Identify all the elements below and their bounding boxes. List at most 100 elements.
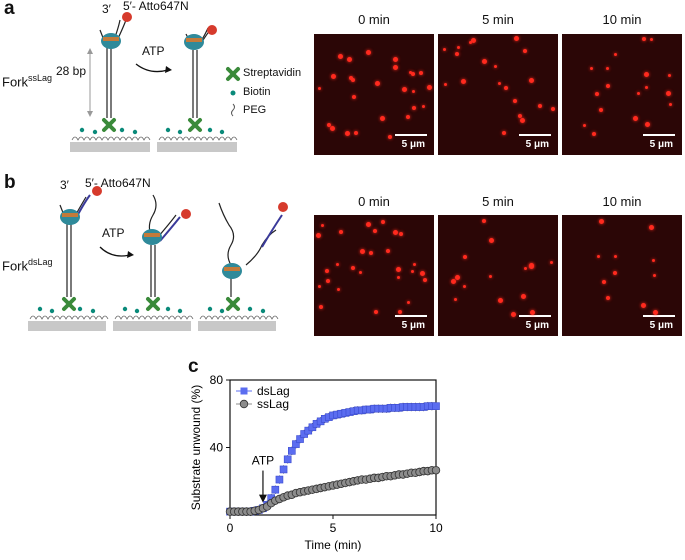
legend-streptavidin: Streptavidin <box>243 67 302 79</box>
fluorescent-spot <box>498 298 503 303</box>
fluorescent-spot <box>409 71 412 74</box>
scale-label: 5 μm <box>401 139 425 150</box>
fluorescent-spot <box>606 84 610 88</box>
fluorescent-spot <box>454 298 457 301</box>
microscopy-image-b-0min: 5 μm <box>314 215 434 336</box>
fluorescent-spot <box>650 38 653 41</box>
legend-biotin: Biotin <box>243 86 271 98</box>
dna-fork-2-b <box>148 194 177 297</box>
fluorescent-spot <box>666 91 671 96</box>
data-point-dsLag <box>288 447 296 455</box>
fluorescent-spot <box>637 92 640 95</box>
fluorescent-spot <box>338 54 343 59</box>
fluorescent-spot <box>319 305 323 309</box>
fluorescent-spot <box>595 92 599 96</box>
fluorescent-spot <box>347 57 352 62</box>
fluorescent-spot <box>402 87 407 92</box>
fluorescent-spot <box>451 279 456 284</box>
fluorescent-spot <box>337 288 340 291</box>
primer-end-label-a: 3′ <box>102 2 111 16</box>
fluorescent-spot <box>366 222 371 227</box>
fluorescent-spot <box>351 266 355 270</box>
fluorescent-spot <box>339 230 343 234</box>
fluorescent-spot <box>642 37 646 41</box>
fluorescent-spot <box>381 220 385 224</box>
fluorescent-spot <box>482 59 487 64</box>
fluorescent-spot <box>397 276 400 279</box>
scale-bar <box>643 315 675 317</box>
fluorescent-spot <box>399 232 403 236</box>
fluorescent-spot <box>419 71 423 75</box>
fluorescent-spot <box>633 116 638 121</box>
fluorescent-spot <box>455 275 460 280</box>
fluorescent-spot <box>489 275 492 278</box>
y-tick-label: 40 <box>210 441 224 455</box>
fluorescent-spot <box>422 105 425 108</box>
y-axis-label: Substrate unwound (%) <box>189 385 203 510</box>
data-point-dsLag <box>271 485 280 494</box>
fluorescent-spot <box>668 74 671 77</box>
legend-marker-dsLag <box>240 387 248 395</box>
fluorescent-spot <box>386 249 390 253</box>
biotin-dots-a <box>79 127 225 135</box>
x-axis-label: Time (min) <box>305 538 362 552</box>
fluorescent-spot <box>518 114 522 118</box>
fork-label-a: ForkssLag <box>2 73 52 89</box>
microscopy-image-a-5min: 5 μm <box>438 34 558 155</box>
fluorescent-spot <box>529 78 534 83</box>
fluorescent-spot <box>613 271 617 275</box>
fluorescent-spot <box>406 115 410 119</box>
chart-series <box>225 401 441 516</box>
streptavidin-right-a <box>188 118 202 132</box>
dye-left-a <box>122 12 132 22</box>
fluorescent-spot <box>602 280 606 284</box>
panel-a-schematic <box>70 12 240 152</box>
scale-bar <box>395 134 427 136</box>
fluorescent-spot <box>336 263 339 266</box>
fluorescent-spot <box>523 49 527 53</box>
green-cross-icon <box>226 67 240 81</box>
fluorescent-spot <box>641 303 646 308</box>
fluorescent-spot <box>388 135 392 139</box>
fluorescent-spot <box>411 270 414 273</box>
dye-label-b: 5′- Atto647N <box>85 176 151 190</box>
teal-dot-icon <box>230 90 236 96</box>
scale-bar <box>643 134 675 136</box>
chart-axes: 0 5 10 40 80 Time (min) Substrate unwound (%) A… <box>189 373 443 552</box>
x-tick-label: 5 <box>330 521 337 535</box>
fluorescent-spot <box>393 57 398 62</box>
protein-band-left-a <box>103 37 119 41</box>
fluorescent-spot <box>331 74 336 79</box>
fluorescent-spot <box>352 95 356 99</box>
fluorescent-spot <box>614 255 617 258</box>
atp-arrow-b <box>99 246 131 257</box>
fluorescent-spot <box>649 225 654 230</box>
fluorescent-spot <box>369 251 373 255</box>
surface-left-a <box>70 136 151 152</box>
scale-label: 5 μm <box>649 139 673 150</box>
fluorescent-spot <box>606 67 609 70</box>
fork-sup-b: dsLag <box>28 257 53 267</box>
x-tick-label: 0 <box>227 521 234 535</box>
panel-a-letter: a <box>4 0 15 19</box>
legend-marker-ssLag <box>239 399 249 409</box>
fluorescent-spot <box>427 85 432 90</box>
scale-bar <box>519 315 551 317</box>
scale-label: 5 μm <box>401 320 425 331</box>
time-label-b-2: 10 min <box>602 194 642 209</box>
fluorescent-spot <box>412 90 415 93</box>
fluorescent-spot <box>530 310 535 315</box>
legend-label-dsLag: dsLag <box>257 384 290 398</box>
primer-end-label-b: 3′ <box>60 178 69 192</box>
fluorescent-spot <box>538 104 542 108</box>
fluorescent-spot <box>590 67 593 70</box>
fluorescent-spot <box>373 229 377 233</box>
fluorescent-spot <box>360 249 365 254</box>
atp-label-b: ATP <box>102 226 125 240</box>
scale-label: 5 μm <box>525 139 549 150</box>
atp-label-a: ATP <box>142 44 165 58</box>
fluorescent-spot <box>599 219 604 224</box>
scale-label: 5 μm <box>649 320 673 331</box>
fluorescent-spot <box>330 126 335 131</box>
time-label-a-0: 0 min <box>358 12 390 27</box>
